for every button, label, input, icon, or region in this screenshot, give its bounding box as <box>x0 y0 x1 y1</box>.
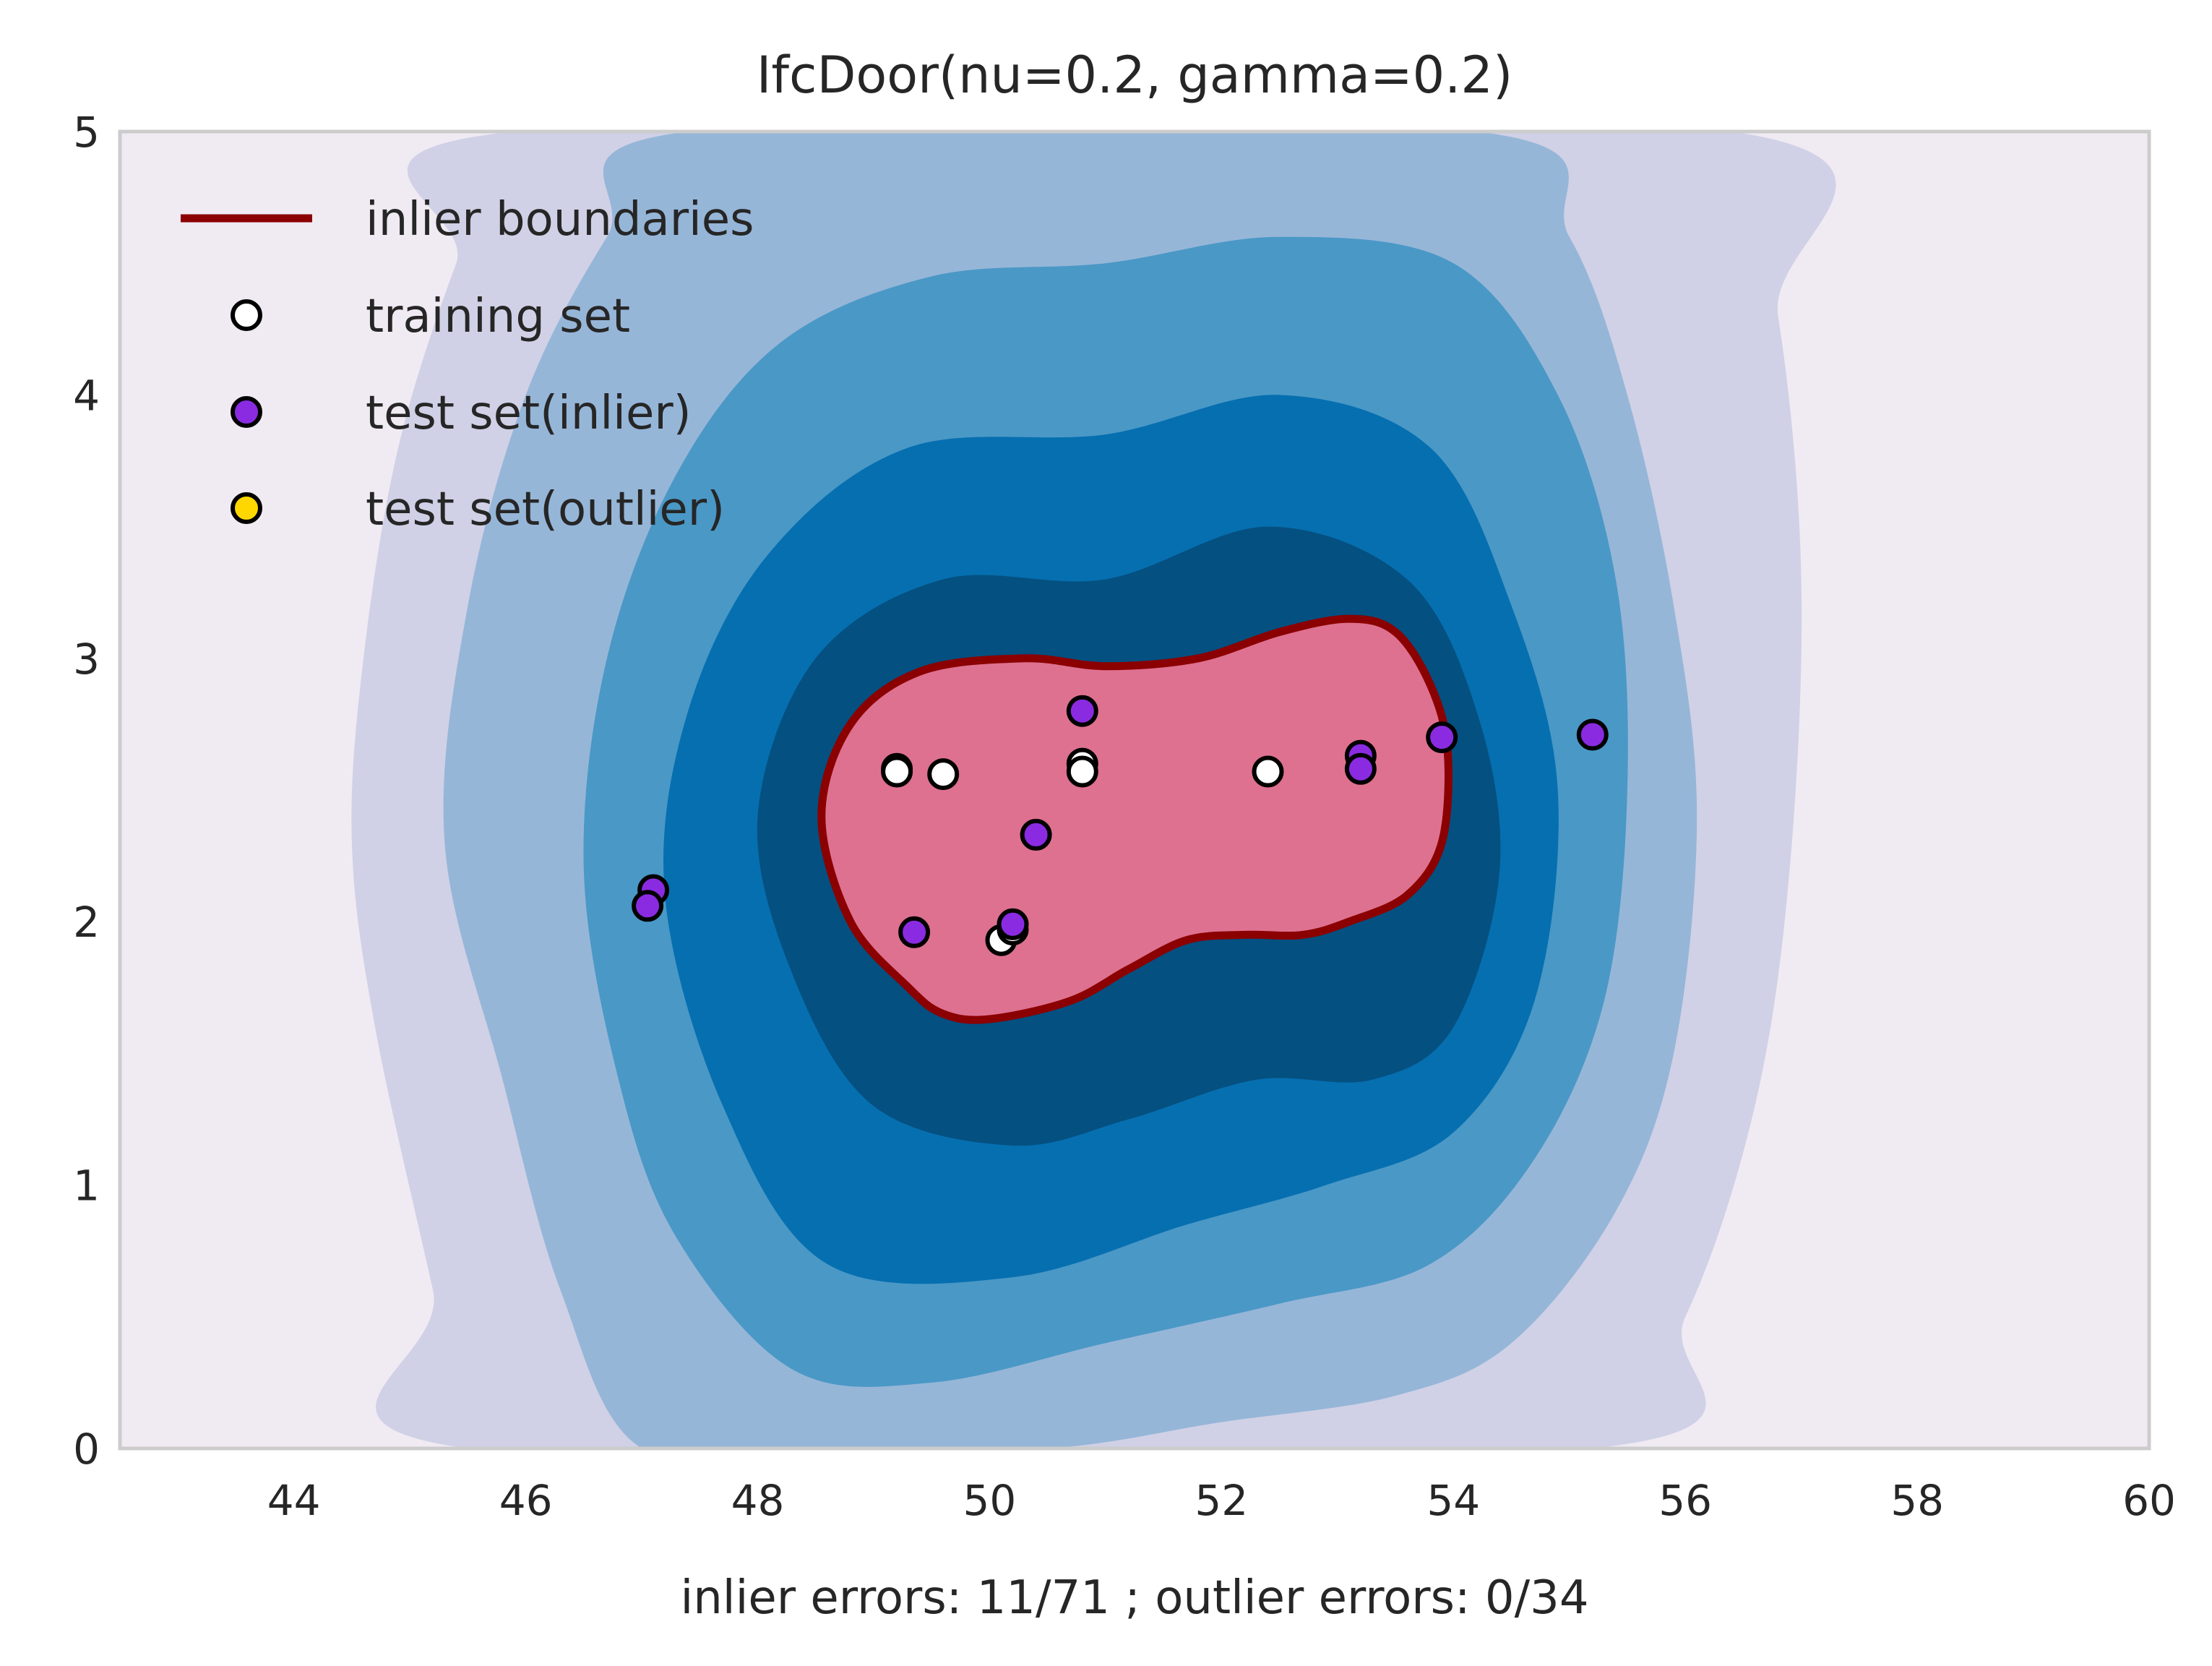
legend-label: test set(outlier) <box>366 483 725 536</box>
inlier-region <box>821 619 1449 1021</box>
y-tick-label: 0 <box>73 1425 100 1474</box>
legend-label: training set <box>366 290 630 343</box>
x-tick-label: 56 <box>1658 1476 1712 1525</box>
point-test-set-inlier <box>997 908 1029 940</box>
point-test-set-inlier <box>1344 752 1377 785</box>
x-tick-label: 54 <box>1426 1476 1480 1525</box>
point-training-set <box>1066 755 1098 788</box>
y-tick-label: 5 <box>73 108 100 157</box>
y-tick-label: 2 <box>73 898 100 947</box>
point-test-set-inlier <box>898 916 931 948</box>
point-test-set-inlier <box>632 890 664 922</box>
y-tick-label: 4 <box>73 371 100 420</box>
x-tick-label: 48 <box>731 1476 785 1525</box>
x-axis-ticks: 44 46 48 50 52 54 56 58 60 <box>267 1476 2176 1525</box>
inlier-boundary-line <box>817 614 1453 1024</box>
legend-label: test set(inlier) <box>366 387 692 440</box>
legend: inlier boundaries training set test set(… <box>181 193 754 536</box>
legend-label: inlier boundaries <box>366 193 754 246</box>
x-tick-label: 52 <box>1195 1476 1248 1525</box>
point-training-set <box>1252 755 1284 788</box>
y-tick-label: 3 <box>73 635 100 684</box>
scatter-points <box>632 695 1609 956</box>
x-axis-label: inlier errors: 11/71 ; outlier errors: 0… <box>680 1571 1588 1625</box>
x-tick-label: 60 <box>2122 1476 2176 1525</box>
axes-frame <box>118 129 2151 1451</box>
legend-marker-swatch <box>231 492 262 524</box>
chart-title: IfcDoor(nu=0.2, gamma=0.2) <box>757 46 1513 105</box>
point-test-set-inlier <box>1066 695 1098 727</box>
point-training-set <box>881 755 913 788</box>
y-axis-ticks: 0 1 2 3 4 5 <box>73 108 100 1474</box>
plot-area <box>118 129 2151 1451</box>
point-test-set-inlier <box>1426 721 1458 754</box>
x-tick-label: 46 <box>499 1476 553 1525</box>
point-test-set-inlier <box>1576 718 1609 751</box>
legend-marker-swatch <box>231 396 262 428</box>
x-tick-label: 44 <box>267 1476 321 1525</box>
point-training-set <box>927 758 960 791</box>
point-test-set-inlier <box>1020 818 1052 851</box>
x-tick-label: 58 <box>1890 1476 1944 1525</box>
x-tick-label: 50 <box>963 1476 1016 1525</box>
y-tick-label: 1 <box>73 1162 100 1211</box>
legend-marker-swatch <box>231 299 262 331</box>
inlier-boundary-layer <box>817 614 1453 1024</box>
